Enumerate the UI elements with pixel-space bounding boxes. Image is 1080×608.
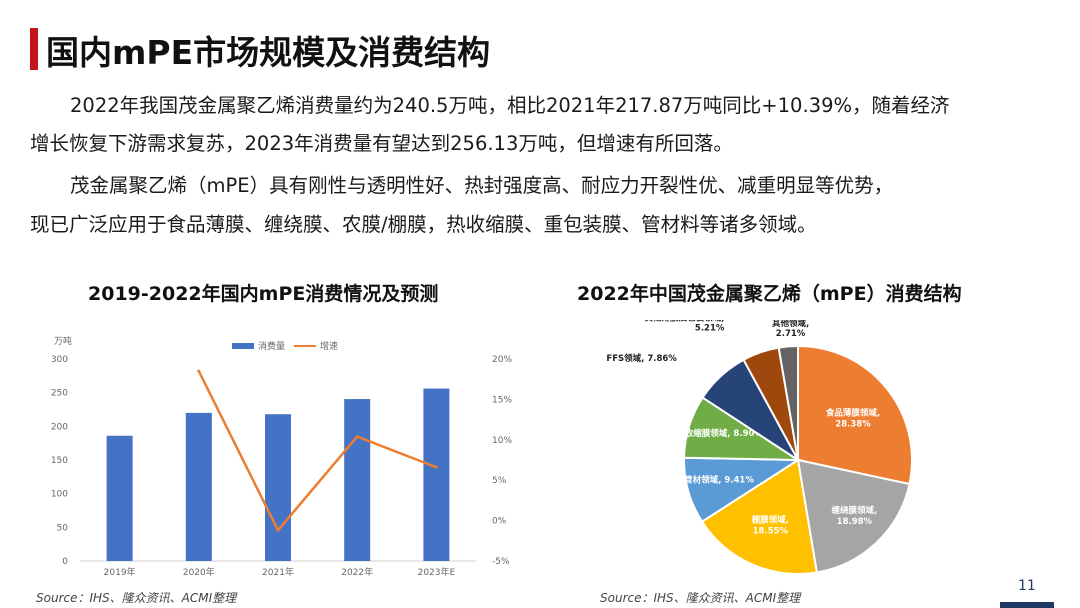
pie-slice [777,344,799,461]
y-left-tick-label: 100 [51,490,68,500]
bar-chart-legend: 消费量 增速 [232,340,338,352]
pie-data-label: 其他领域, 2.71% [772,320,809,339]
y-right-tick-label: 15% [492,395,512,405]
pie-data-label: 其他薄膜及包装领域,5.21% [645,320,725,334]
paragraph-line: 现已广泛应用于食品薄膜、缠绕膜、农膜/棚膜，热收缩膜、重包装膜、管材料等诸多领域… [30,213,817,236]
x-tick-label: 2021年 [262,566,294,578]
growth-point [276,528,280,532]
growth-point [197,369,201,373]
pie-data-label: 棚膜领域, 18.55% [752,515,789,537]
y-right-tick-label: 0% [492,517,507,527]
page-number: 11 [1018,578,1036,594]
bar [185,412,212,561]
page-strip [1000,602,1054,608]
x-tick-label: 2019年 [104,566,136,578]
legend-label: 增速 [320,340,338,352]
bar [106,435,133,561]
pie-data-label: 食品薄膜领域, 28.38% [826,408,880,430]
pie-slice [796,458,911,574]
bar [265,414,291,561]
y-left-tick-label: 200 [51,422,68,432]
growth-point [355,435,359,439]
legend-swatch-bar [232,343,254,349]
paragraph-line: 茂金属聚乙烯（mPE）具有刚性与透明性好、热封强度高、耐应力开裂性优、减重明显等… [70,174,894,197]
paragraph-line: 增长恢复下游需求复苏，2023年消费量有望达到256.13万吨，但增速有所回落。 [30,132,733,155]
y-right-tick-label: 10% [492,436,512,446]
title-accent-bar [30,28,38,70]
y-left-tick-label: 50 [57,523,69,533]
bar-chart-title: 2019-2022年国内mPE消费情况及预测 [88,283,439,305]
y-left-tick-label: 150 [51,456,68,466]
x-tick-label: 2022年 [341,566,373,578]
growth-line [197,370,437,532]
y-left-tick-label: 250 [51,389,68,399]
growth-point [434,465,438,469]
y-right-tick-label: 5% [492,476,507,486]
paragraph-line: 2022年我国茂金属聚乙烯消费量约为240.5万吨，相比2021年217.87万… [70,94,950,117]
x-tick-label: 2020年 [183,566,215,578]
pie-chart-title: 2022年中国茂金属聚乙烯（mPE）消费结构 [577,283,962,305]
y-right-tick-label: -5% [492,557,510,567]
y-left-tick-label: 300 [51,355,68,365]
y-right-tick-label: 20% [492,355,512,365]
pie-chart-source: Source：IHS、隆众资讯、ACMI整理 [600,591,801,605]
bar [423,388,450,561]
pie-data-label: FFS领域, 7.86% [606,353,677,364]
pie-data-label: 热收缩膜领域, 8.90% [676,428,763,439]
y-unit-label: 万吨 [54,335,72,347]
slide-title: 国内mPE市场规模及消费结构 [46,33,491,72]
legend-label: 消费量 [258,340,285,352]
pie-data-label: 缠绕膜领域, 18.98% [832,505,878,527]
bar-chart-source: Source：IHS、隆众资讯、ACMI整理 [36,591,237,605]
bar-chart: 万吨 0 50 100 150 200 250 300 -5% 0% 5% 10% 15% 20% 2019… [51,335,513,578]
bar [344,399,371,561]
x-tick-label: 2023年E [418,566,456,578]
pie-slice [700,458,818,575]
pie-data-label: 管材领域, 9.41% [684,474,754,485]
y-left-tick-label: 0 [62,557,68,567]
pie-chart: 食品薄膜领域, 28.38% 缠绕膜领域, 18.98% 棚膜领域, 18.55% 管材领域… [606,320,913,575]
pie-slice [797,344,913,486]
